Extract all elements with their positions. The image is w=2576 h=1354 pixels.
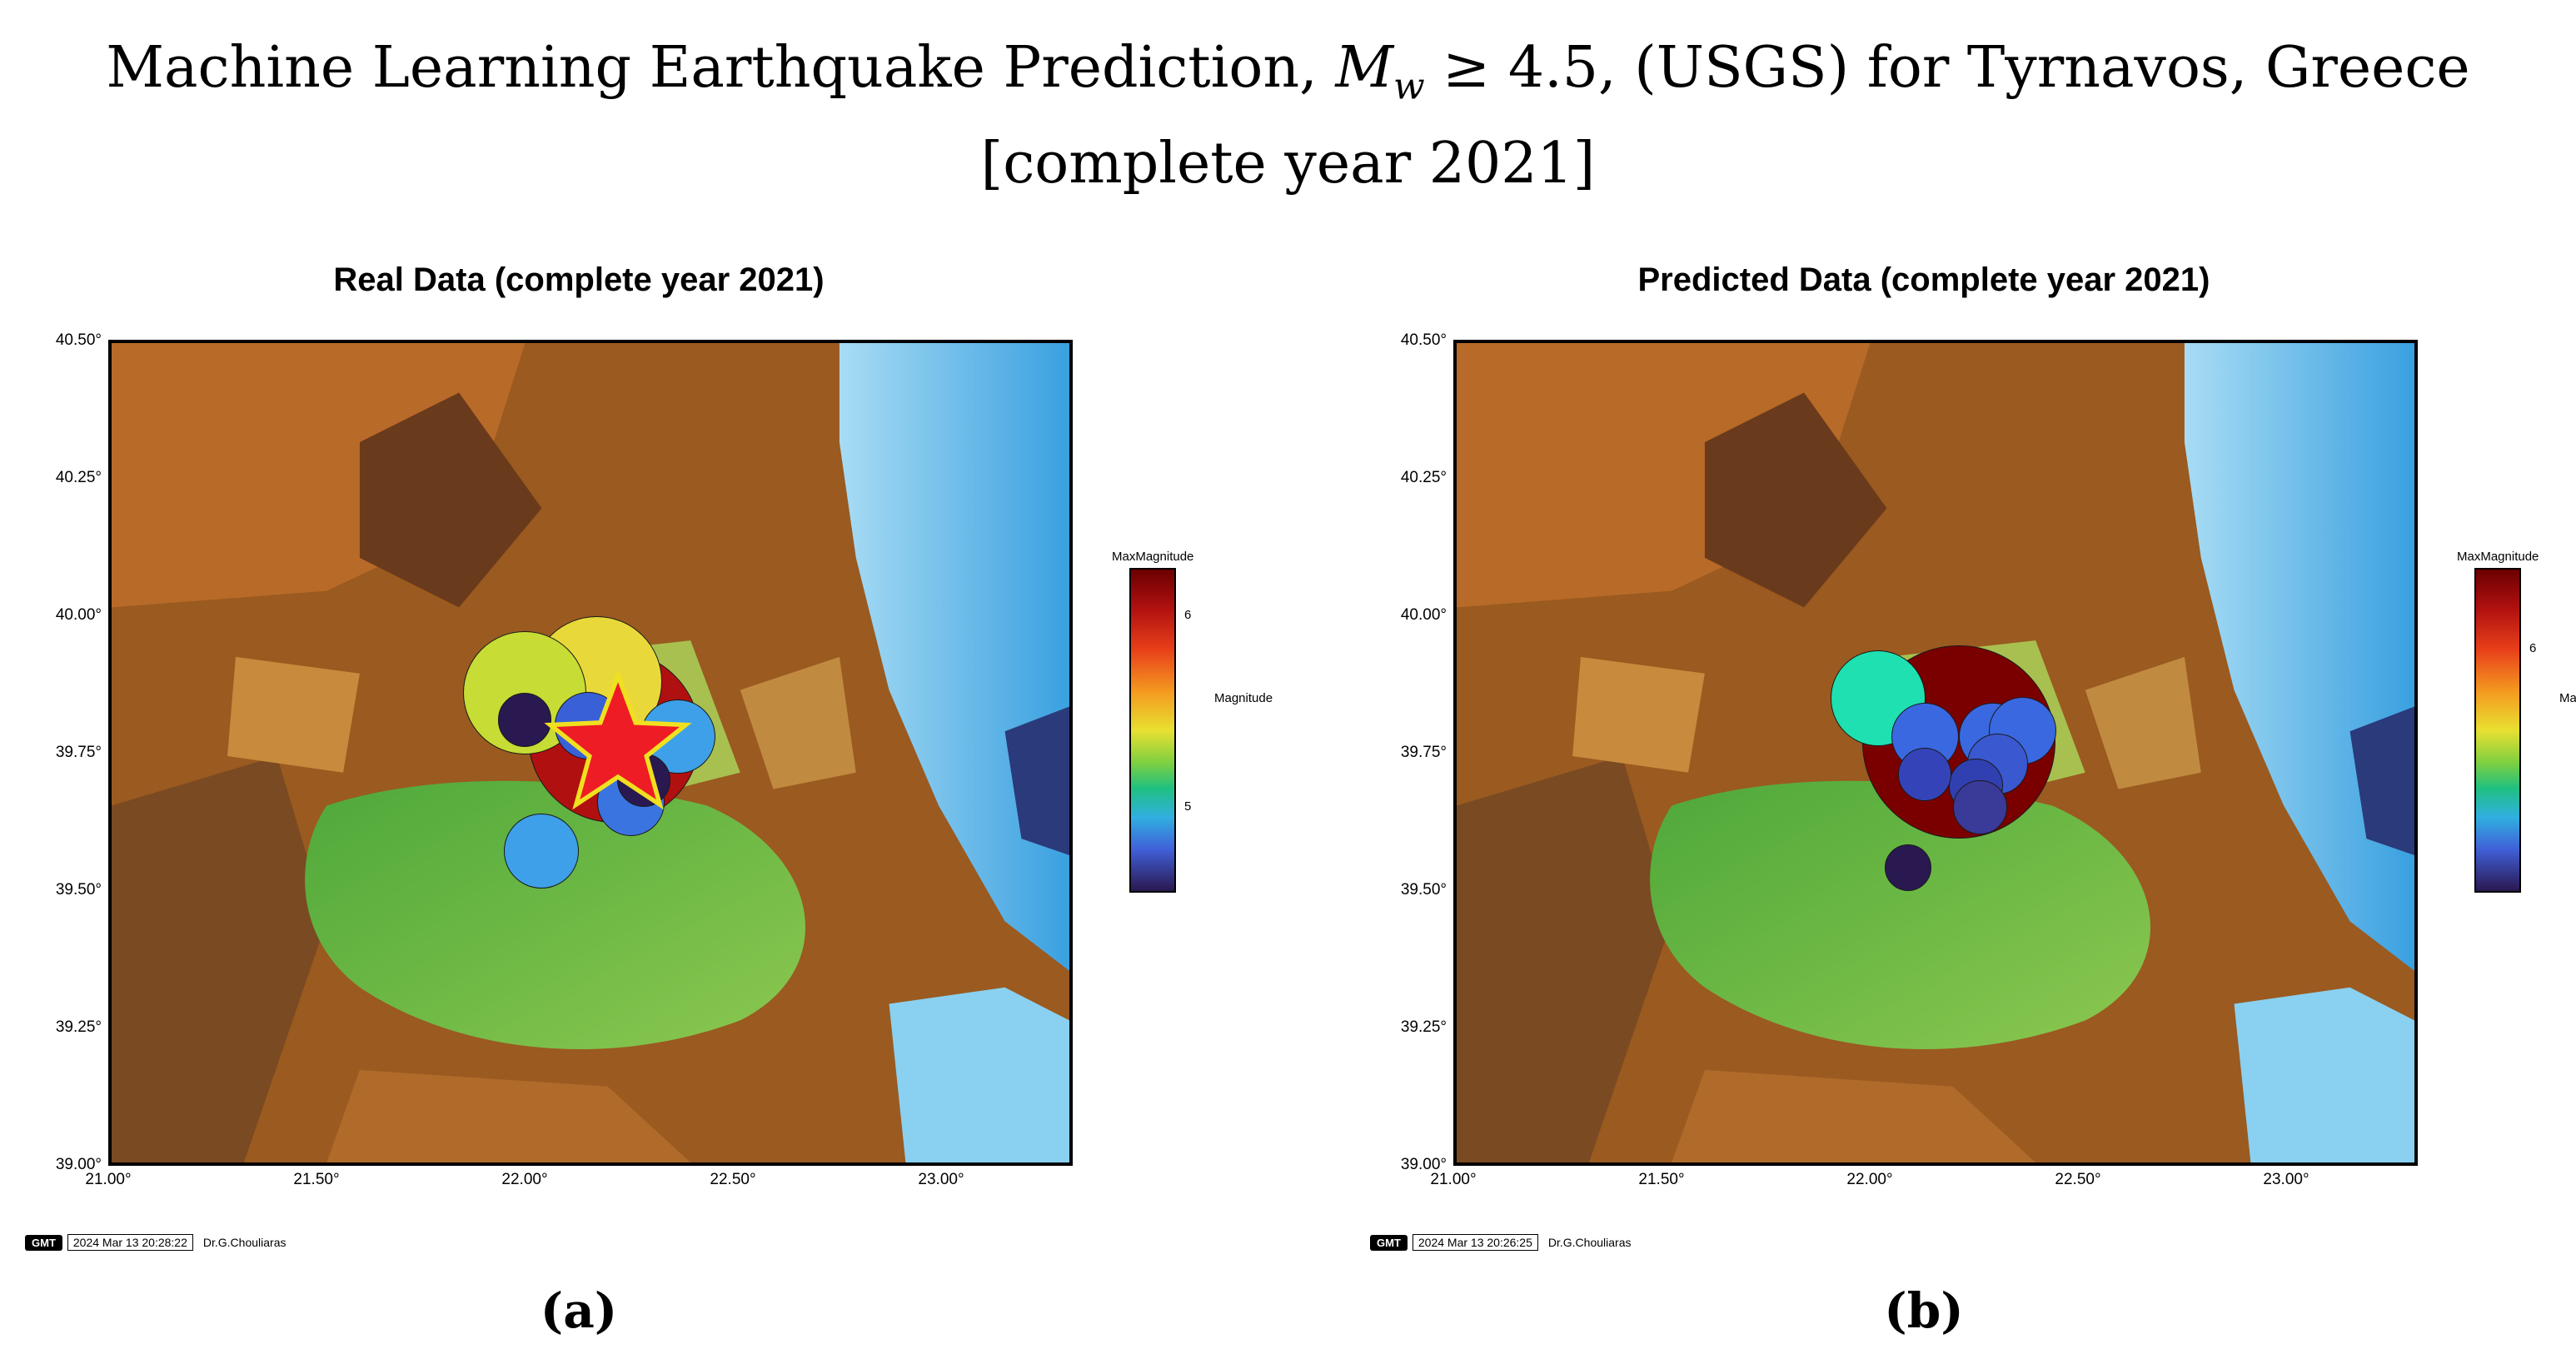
- lon-tick: 22.50°: [2055, 1171, 2101, 1188]
- colorbar-axis-label: Magnitude: [2559, 691, 2576, 705]
- lat-tick: 39.75°: [55, 744, 102, 761]
- colorbar-title: MaxMagnitude: [2457, 550, 2539, 564]
- lon-tick: 23.00°: [918, 1171, 964, 1188]
- title-part-1: Machine Learning Earthquake Prediction,: [106, 35, 1336, 101]
- magnitude-colorbar: MaxMagnitude 6 Magnitude: [2457, 550, 2576, 899]
- stamp-date: 2024 Mar 13 20:28:22: [67, 1234, 193, 1251]
- earthquake-marker: [1898, 748, 1952, 802]
- gmt-timestamp: GMT 2024 Mar 13 20:26:25 Dr.G.Chouliaras: [1370, 1232, 1631, 1252]
- lat-tick: 40.00°: [1400, 606, 1447, 624]
- panel-label: (a): [540, 1282, 618, 1339]
- stamp-author: Dr.G.Chouliaras: [1547, 1236, 1632, 1249]
- lon-tick: 22.00°: [1846, 1171, 1893, 1188]
- earthquake-marker: [1884, 844, 1931, 891]
- title-part-2: ≥ 4.5, (USGS) for Tyrnavos, Greece: [1424, 35, 2470, 101]
- lat-tick: 39.50°: [1400, 881, 1447, 899]
- lat-tick: 39.25°: [1400, 1018, 1447, 1036]
- lon-tick: 22.50°: [710, 1171, 756, 1188]
- colorbar-axis-label: Magnitude: [1214, 691, 1273, 705]
- title-mw: Mw: [1335, 35, 1424, 108]
- colorbar-title: MaxMagnitude: [1112, 550, 1194, 564]
- stamp-date: 2024 Mar 13 20:26:25: [1412, 1234, 1538, 1251]
- lat-tick: 40.50°: [55, 331, 102, 349]
- colorbar-tick: 5: [1184, 799, 1192, 814]
- map-frame: [108, 340, 1073, 1166]
- magnitude-colorbar: MaxMagnitude 6 5 Magnitude: [1112, 550, 1273, 899]
- lon-tick: 21.50°: [293, 1171, 340, 1188]
- lon-tick: 23.00°: [2263, 1171, 2309, 1188]
- figure-title-line1: Machine Learning Earthquake Prediction, …: [0, 30, 2576, 126]
- title-m: M: [1335, 35, 1393, 101]
- lat-tick: 40.50°: [1400, 331, 1447, 349]
- gmt-logo: GMT: [25, 1234, 62, 1251]
- lon-tick: 22.00°: [501, 1171, 548, 1188]
- gmt-timestamp: GMT 2024 Mar 13 20:28:22 Dr.G.Chouliaras: [25, 1232, 286, 1252]
- earthquake-marker: [504, 814, 580, 889]
- earthquake-marker: [1953, 780, 2007, 834]
- stamp-author: Dr.G.Chouliaras: [202, 1236, 286, 1249]
- colorbar-tick: 6: [1184, 608, 1192, 622]
- lon-tick: 21.00°: [85, 1171, 132, 1188]
- title-sub: w: [1393, 65, 1425, 108]
- panel-real-data: Real Data (complete year 2021): [25, 250, 1273, 1354]
- panel-predicted-data: Predicted Data (complete year 2021): [1370, 250, 2576, 1354]
- lat-tick: 39.00°: [1400, 1156, 1447, 1173]
- lat-tick: 40.25°: [1400, 469, 1447, 486]
- lon-tick: 21.50°: [1638, 1171, 1685, 1188]
- lat-tick: 39.00°: [55, 1156, 102, 1173]
- lat-tick: 39.50°: [55, 881, 102, 899]
- lon-tick: 21.00°: [1430, 1171, 1477, 1188]
- mainshock-star-icon: [544, 672, 692, 810]
- panel-title: Predicted Data (complete year 2021): [1637, 261, 2210, 298]
- earthquake-marker: [497, 693, 551, 747]
- colorbar-gradient: [2474, 568, 2521, 893]
- figure-title-line2: [complete year 2021]: [980, 130, 1596, 197]
- panel-label: (b): [1884, 1282, 1964, 1339]
- lat-tick: 40.25°: [55, 469, 102, 486]
- figure-title: Machine Learning Earthquake Prediction, …: [0, 30, 2576, 202]
- map-frame: [1453, 340, 2418, 1166]
- lat-tick: 40.00°: [55, 606, 102, 624]
- colorbar-tick: 6: [2529, 641, 2537, 655]
- colorbar-gradient: [1129, 568, 1176, 893]
- panel-title: Real Data (complete year 2021): [333, 261, 825, 298]
- lat-tick: 39.25°: [55, 1018, 102, 1036]
- gmt-logo: GMT: [1370, 1234, 1408, 1251]
- lat-tick: 39.75°: [1400, 744, 1447, 761]
